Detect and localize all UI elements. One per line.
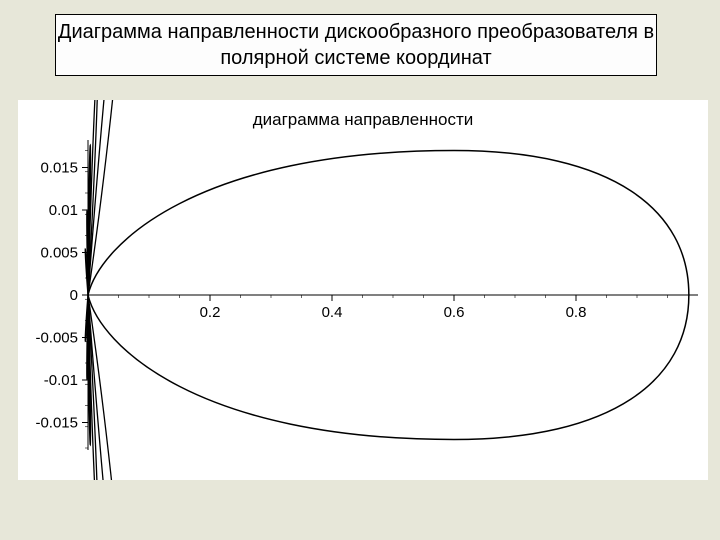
svg-text:0.4: 0.4 bbox=[322, 304, 343, 321]
svg-text:0.005: 0.005 bbox=[40, 245, 78, 262]
svg-text:0.6: 0.6 bbox=[444, 304, 465, 321]
svg-text:-0.015: -0.015 bbox=[35, 415, 78, 432]
chart-svg: -0.015 -0.01 -0.005 0 0.005 0.01 0.015 0.2 0.4 0.… bbox=[18, 100, 708, 480]
svg-text:0.01: 0.01 bbox=[49, 202, 78, 219]
slide-title: Диаграмма направленности дискообразного … bbox=[55, 14, 657, 76]
svg-text:0.8: 0.8 bbox=[566, 304, 587, 321]
chart-container: диаграмма направленности -0.015-0.01-0.0… bbox=[18, 100, 708, 480]
svg-text:-0.005: -0.005 bbox=[35, 330, 78, 347]
svg-text:-0.01: -0.01 bbox=[44, 372, 78, 389]
svg-text:0: 0 bbox=[70, 287, 78, 304]
svg-text:0.2: 0.2 bbox=[200, 304, 221, 321]
svg-text:0.015: 0.015 bbox=[40, 160, 78, 177]
chart-title: диаграмма направленности bbox=[18, 110, 708, 130]
